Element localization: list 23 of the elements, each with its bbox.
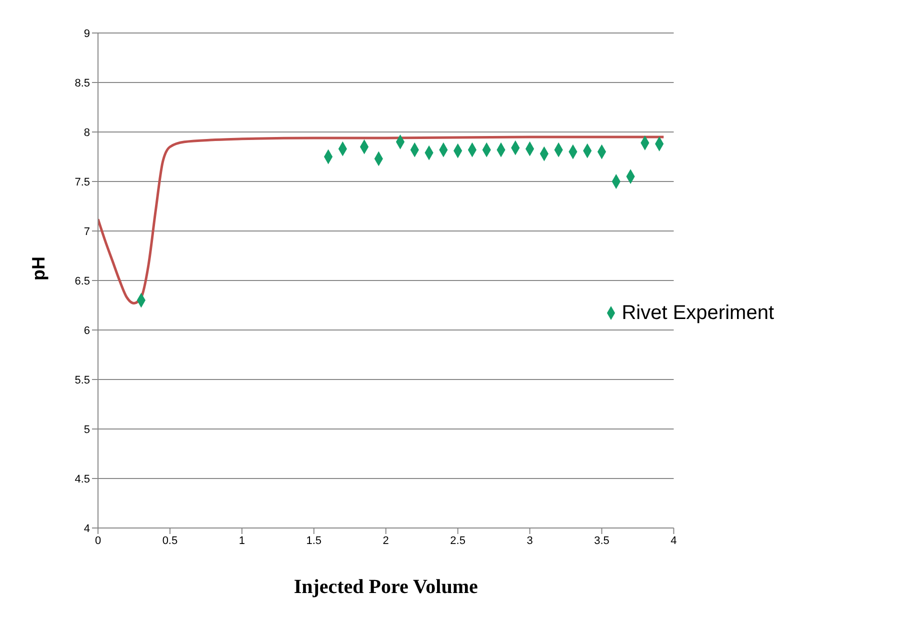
x-tick-label: 0.5 — [162, 534, 178, 547]
x-axis-title: Injected Pore Volume — [294, 576, 478, 598]
y-tick-label: 9 — [84, 28, 90, 40]
x-tick-label: 2.5 — [450, 534, 466, 547]
x-tick-label: 4 — [670, 534, 677, 547]
y-tick-label: 7 — [84, 226, 90, 238]
y-tick-label: 4.5 — [74, 473, 90, 486]
legend-label: Rivet Experiment — [622, 302, 774, 324]
y-tick-label: 8 — [84, 126, 90, 139]
y-tick-label: 5.5 — [74, 374, 90, 386]
x-tick-label: 1 — [238, 534, 245, 547]
x-tick-label: 2 — [382, 534, 389, 547]
x-tick-label: 3 — [526, 534, 533, 547]
y-tick-label: 6 — [84, 324, 90, 337]
y-axis-title: pH — [28, 256, 48, 280]
y-tick-label: 6.5 — [74, 275, 90, 288]
y-tick-label: 5 — [84, 424, 90, 436]
y-tick-label: 7.5 — [74, 176, 90, 188]
x-tick-label: 1.5 — [306, 534, 322, 547]
x-tick-label: 0 — [94, 534, 102, 547]
x-tick-label: 3.5 — [594, 534, 610, 547]
y-tick-label: 4 — [84, 522, 90, 535]
y-tick-label: 8.5 — [74, 77, 90, 90]
